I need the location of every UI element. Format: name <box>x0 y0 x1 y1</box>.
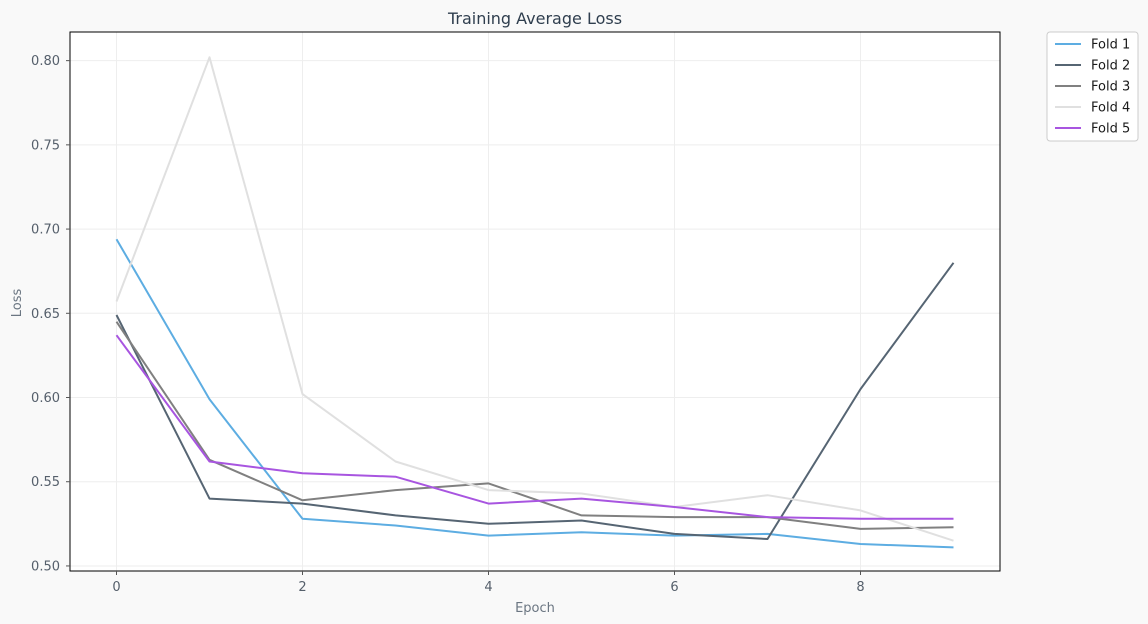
y-tick-label: 0.75 <box>31 138 60 153</box>
x-tick-label: 6 <box>670 580 678 595</box>
series-line-fold-2 <box>115 262 955 540</box>
grid-lines <box>70 32 1000 571</box>
y-tick-label: 0.55 <box>31 475 60 490</box>
y-tick-label: 0.80 <box>31 54 60 69</box>
x-tick-label: 8 <box>856 580 864 595</box>
series-line-fold-3 <box>115 321 954 530</box>
legend-box <box>1046 31 1139 142</box>
legend-label: Fold 4 <box>1091 101 1130 116</box>
legend-label: Fold 5 <box>1091 122 1130 137</box>
x-axis-ticks: 0 2 4 6 8 <box>112 571 865 595</box>
legend: Fold 1 Fold 2 Fold 3 Fold 4 Fold 5 <box>1046 31 1139 142</box>
plot-area <box>70 32 1000 571</box>
y-tick-label: 0.50 <box>31 559 60 574</box>
x-tick-label: 2 <box>298 580 306 595</box>
series-line-fold-5 <box>115 334 954 520</box>
series-lines <box>115 56 955 549</box>
y-tick-label: 0.60 <box>31 391 60 406</box>
x-axis-label: Epoch <box>515 601 555 616</box>
legend-label: Fold 1 <box>1091 38 1130 53</box>
chart-title: Training Average Loss <box>447 9 622 28</box>
legend-label: Fold 3 <box>1091 80 1130 95</box>
y-axis-ticks: 0.50 0.55 0.60 0.65 0.70 0.75 0.80 <box>31 54 70 574</box>
plot-frame <box>69 31 1001 572</box>
y-axis-label: Loss <box>10 289 25 318</box>
x-tick-label: 0 <box>112 580 120 595</box>
series-line-fold-4 <box>115 56 954 542</box>
y-tick-label: 0.70 <box>31 223 60 238</box>
legend-label: Fold 2 <box>1091 59 1130 74</box>
y-tick-label: 0.65 <box>31 307 60 322</box>
x-tick-label: 4 <box>484 580 492 595</box>
series-line-fold-1 <box>115 238 954 549</box>
